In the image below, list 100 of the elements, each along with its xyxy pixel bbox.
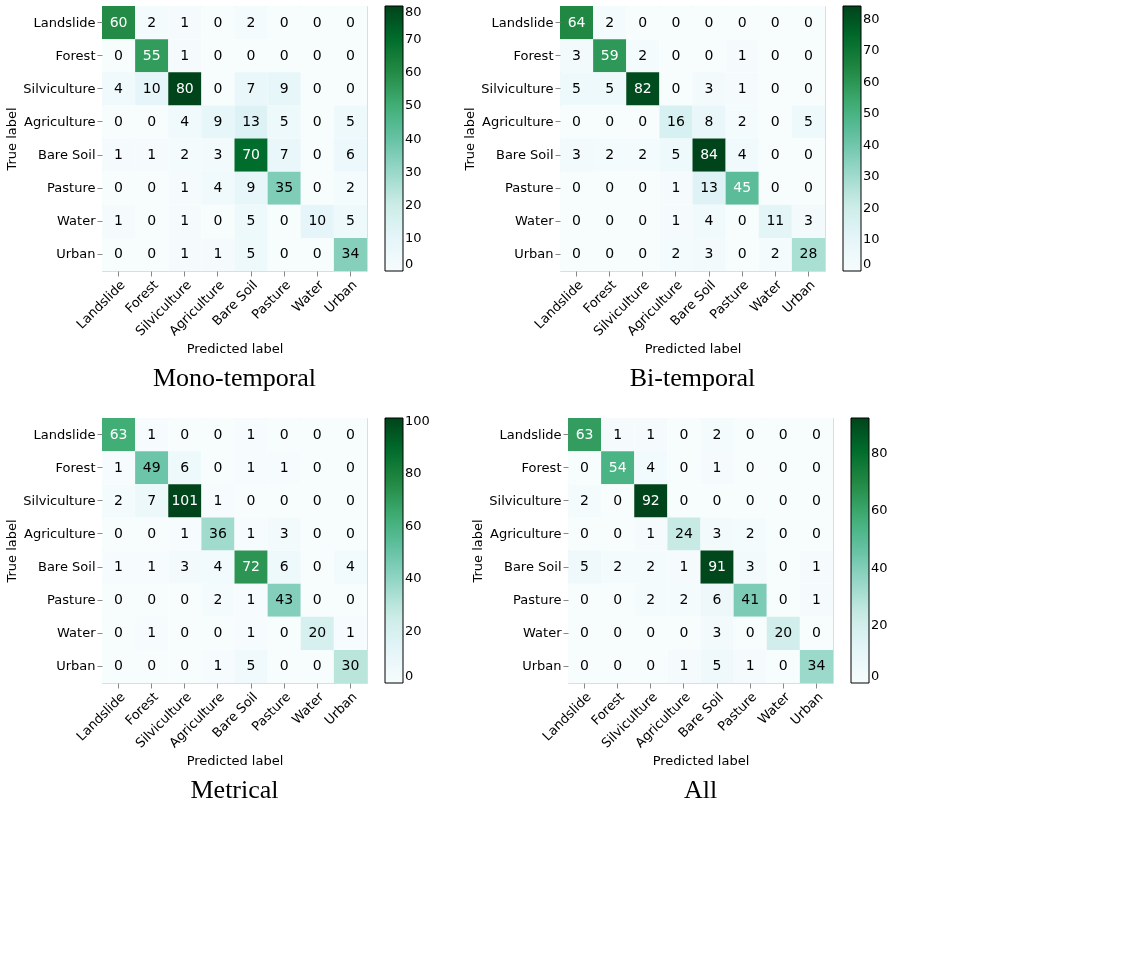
data-label: 60	[109, 13, 128, 30]
data-label: 0	[114, 657, 124, 674]
data-label: 4	[213, 179, 223, 196]
data-label: 0	[312, 458, 322, 475]
data-label: 0	[312, 13, 322, 30]
data-label: 2	[345, 179, 355, 196]
data-label: 0	[671, 13, 681, 30]
data-label: 0	[605, 212, 615, 229]
y-tick-label: Forest	[55, 459, 96, 475]
data-label: 0	[180, 591, 190, 608]
data-label: 0	[679, 425, 689, 442]
y-tick-label: Pasture	[505, 180, 554, 196]
data-label: 2	[638, 146, 648, 163]
data-label: 0	[180, 425, 190, 442]
y-tick-label: Water	[523, 625, 563, 641]
data-label: 0	[745, 491, 755, 508]
data-label: 4	[704, 212, 714, 229]
data-label: 3	[704, 79, 714, 96]
data-label: 63	[575, 425, 594, 442]
y-tick-label: Bare Soil	[495, 147, 554, 163]
data-label: 0	[704, 46, 714, 63]
data-label: 0	[279, 491, 289, 508]
color-bar-label: 10	[863, 231, 880, 247]
data-label: 0	[312, 491, 322, 508]
data-label: 0	[114, 591, 124, 608]
text: Mono-temporal	[152, 363, 317, 393]
data-label: 28	[799, 245, 818, 262]
data-label: 0	[147, 657, 157, 674]
color-bar-label: 70	[863, 42, 880, 58]
data-label: 3	[572, 46, 582, 63]
data-label: 0	[605, 179, 615, 196]
data-label: 2	[671, 245, 681, 262]
x-axis-title: Predicted label	[186, 752, 284, 768]
data-label: 1	[180, 46, 190, 63]
data-label: 101	[171, 491, 199, 508]
data-label: 0	[811, 624, 821, 641]
data-label: 0	[572, 245, 582, 262]
data-label: 5	[572, 79, 582, 96]
data-label: 0	[605, 112, 615, 129]
data-label: 0	[770, 46, 780, 63]
data-label: 0	[345, 425, 355, 442]
y-tick-label: Urban	[56, 658, 96, 674]
data-label: 0	[246, 46, 256, 63]
data-label: 1	[180, 212, 190, 229]
data-label: 1	[279, 458, 289, 475]
data-label: 45	[733, 179, 752, 196]
data-label: 2	[646, 591, 656, 608]
data-label: 0	[279, 624, 289, 641]
data-label: 0	[613, 591, 623, 608]
data-label: 5	[605, 79, 615, 96]
data-label: 1	[679, 657, 689, 674]
data-label: 0	[147, 179, 157, 196]
color-bar-label: 60	[405, 517, 422, 533]
data-label: 1	[213, 245, 223, 262]
data-label: 0	[312, 146, 322, 163]
data-label: 0	[803, 79, 813, 96]
data-label: 0	[114, 179, 124, 196]
data-label: 1	[712, 458, 722, 475]
data-label: 0	[679, 458, 689, 475]
data-label: 1	[745, 657, 755, 674]
data-label: 1	[180, 524, 190, 541]
data-label: 0	[778, 524, 788, 541]
y-tick-label: Forest	[55, 47, 96, 63]
color-bar-label: 70	[405, 31, 422, 47]
color-bar-label: 20	[871, 617, 888, 633]
data-label: 3	[745, 558, 755, 575]
data-label: 0	[345, 491, 355, 508]
color-bar-label: 20	[405, 196, 422, 212]
data-label: 20	[308, 624, 327, 641]
data-label: 0	[613, 657, 623, 674]
data-label: 3	[704, 245, 714, 262]
data-label: 0	[312, 179, 322, 196]
color-bar-label: 80	[871, 444, 888, 460]
data-label: 3	[279, 524, 289, 541]
data-label: 5	[803, 112, 813, 129]
data-label: 0	[312, 112, 322, 129]
data-label: 34	[807, 657, 826, 674]
data-label: 5	[345, 212, 355, 229]
data-label: 0	[646, 624, 656, 641]
data-label: 0	[312, 245, 322, 262]
data-label: 0	[312, 524, 322, 541]
data-label: 0	[745, 624, 755, 641]
data-label: 0	[312, 46, 322, 63]
data-label: 0	[745, 425, 755, 442]
data-label: 0	[737, 245, 747, 262]
data-label: 2	[646, 558, 656, 575]
data-label: 1	[147, 558, 157, 575]
data-label: 82	[633, 79, 652, 96]
data-label: 0	[803, 13, 813, 30]
data-label: 2	[213, 591, 223, 608]
text: Metrical	[190, 775, 279, 805]
data-label: 1	[114, 146, 124, 163]
color-bar-label: 40	[405, 570, 422, 586]
data-label: 0	[638, 212, 648, 229]
data-label: 0	[147, 212, 157, 229]
data-label: 0	[803, 179, 813, 196]
data-label: 9	[279, 79, 289, 96]
data-label: 1	[180, 13, 190, 30]
data-label: 0	[114, 245, 124, 262]
color-bar-label: 60	[871, 502, 888, 518]
